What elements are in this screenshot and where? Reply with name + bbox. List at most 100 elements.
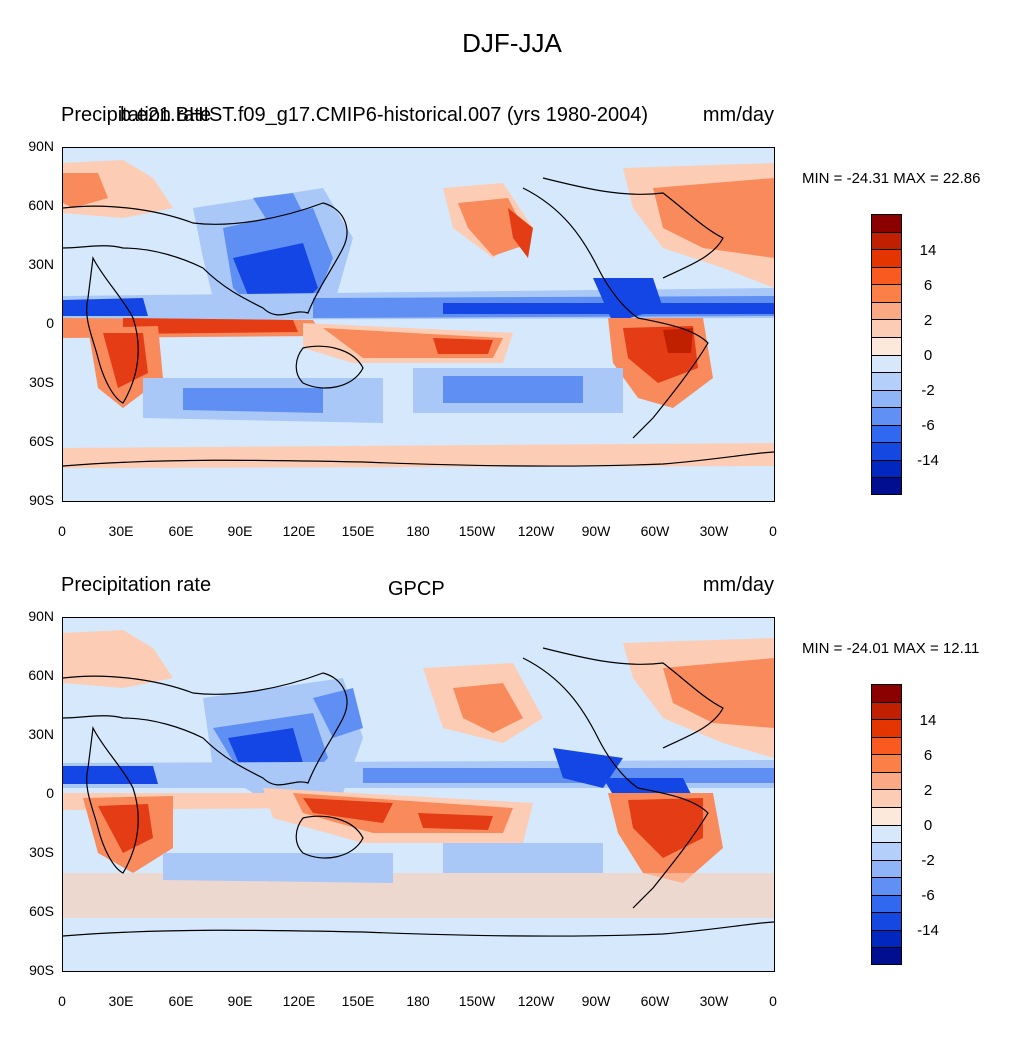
lat-label: 60N	[28, 667, 54, 683]
lon-label: 0	[769, 993, 777, 1009]
colorbar-swatch	[871, 929, 902, 948]
colorbar-swatch	[871, 301, 902, 320]
colorbar-swatch	[871, 771, 902, 790]
lat-label: 30S	[29, 844, 54, 860]
map-field-svg	[63, 630, 774, 937]
colorbar-swatch	[871, 459, 902, 478]
colorbar-swatch	[871, 477, 902, 495]
colorbar-label: -2	[921, 382, 935, 399]
lon-label: 0	[58, 523, 66, 539]
colorbar-swatch	[871, 877, 902, 895]
panel-min-max: MIN = -24.31 MAX = 22.86	[802, 170, 981, 187]
lon-label: 150W	[458, 523, 496, 539]
map-field-svg	[63, 160, 774, 501]
colorbar-swatch	[871, 407, 902, 425]
colorbar-swatch	[871, 424, 902, 443]
panel-min-max: MIN = -24.01 MAX = 12.11	[802, 640, 980, 657]
panel-left-string: Precipitation rate	[61, 574, 212, 596]
lat-label: 30N	[28, 256, 54, 272]
lon-label: 60E	[168, 993, 194, 1009]
colorbar-swatch	[871, 284, 902, 302]
lon-label: 30W	[699, 993, 729, 1009]
colorbar-swatch	[871, 736, 902, 755]
colorbar-swatch	[871, 389, 902, 408]
lat-label: 60S	[29, 433, 54, 449]
lon-label: 60W	[640, 993, 670, 1009]
colorbar-label: 14	[919, 712, 937, 729]
lon-label: 120E	[282, 523, 316, 539]
lon-label: 60E	[168, 523, 194, 539]
figure-title: DJF-JJA	[462, 28, 562, 58]
colorbar-swatch	[871, 354, 902, 373]
colorbar-swatch	[871, 719, 902, 737]
colorbar-swatch	[871, 806, 902, 825]
colorbar-swatch	[871, 266, 902, 285]
colorbar-swatch	[871, 824, 902, 843]
colorbar-label: -6	[921, 417, 935, 434]
precip-map	[62, 617, 775, 972]
lon-label: 180	[406, 993, 430, 1009]
lon-label: 30W	[699, 523, 729, 539]
colorbar-swatch	[871, 684, 902, 702]
colorbar-label: 2	[923, 782, 933, 799]
lat-label: 60N	[28, 197, 54, 213]
colorbar-label: 0	[923, 817, 933, 834]
colorbar-swatch	[871, 372, 902, 390]
colorbar-label: 2	[923, 312, 933, 329]
panel-units: mm/day	[702, 104, 774, 126]
lon-label: 120W	[517, 523, 555, 539]
lat-label: 0	[46, 785, 54, 801]
colorbar-label: -6	[921, 887, 935, 904]
colorbar-swatch	[871, 894, 902, 913]
colorbar-swatch	[871, 249, 902, 267]
panel-units: mm/day	[702, 574, 774, 596]
lon-label: 0	[58, 993, 66, 1009]
lat-label: 90S	[29, 492, 54, 508]
colorbar-swatch	[871, 754, 902, 772]
lon-label: 180	[406, 523, 430, 539]
colorbar-label: 0	[923, 347, 933, 364]
lon-label: 90E	[227, 993, 253, 1009]
panel-model: Precipitation rate b.e21.BHIST.f09_g17.C…	[0, 98, 1024, 578]
lat-label: 60S	[29, 903, 54, 919]
colorbar-swatch	[871, 789, 902, 807]
lon-label: 30E	[108, 523, 134, 539]
panel-observations: Precipitation rate GPCP mm/day MIN = -24…	[0, 568, 1024, 1048]
precip-map	[62, 147, 775, 502]
colorbar-label: -2	[921, 852, 935, 869]
lon-label: 120E	[282, 993, 316, 1009]
lon-label: 30E	[108, 993, 134, 1009]
lon-label: 150W	[458, 993, 496, 1009]
colorbar-label: -14	[917, 452, 939, 469]
colorbar-swatch	[871, 947, 902, 965]
colorbar-swatch	[871, 319, 902, 337]
panel-center-string: b.e21.BHIST.f09_g17.CMIP6-historical.007…	[120, 104, 649, 126]
panel-center-string: GPCP	[388, 578, 445, 600]
colorbar-swatch	[871, 842, 902, 860]
lat-label: 90N	[28, 138, 54, 154]
lat-label: 90N	[28, 608, 54, 624]
colorbar-swatch	[871, 214, 902, 232]
lon-label: 60W	[640, 523, 670, 539]
colorbar-label: 6	[923, 277, 933, 294]
colorbar-swatch	[871, 859, 902, 878]
lon-label: 90W	[581, 993, 611, 1009]
colorbar-swatch	[871, 912, 902, 930]
colorbar-label: 6	[923, 747, 933, 764]
lon-label: 150E	[341, 993, 375, 1009]
colorbar-swatch	[871, 442, 902, 460]
lat-label: 90S	[29, 962, 54, 978]
lon-label: 120W	[517, 993, 555, 1009]
lat-label: 0	[46, 315, 54, 331]
lon-label: 150E	[341, 523, 375, 539]
lat-label: 30S	[29, 374, 54, 390]
colorbar-label: 14	[919, 242, 937, 259]
lon-label: 90E	[227, 523, 253, 539]
colorbar-label: -14	[917, 922, 939, 939]
colorbar-swatch	[871, 701, 902, 720]
colorbar-swatch	[871, 231, 902, 250]
lon-label: 0	[769, 523, 777, 539]
lon-label: 90W	[581, 523, 611, 539]
panel-left-string: Precipitation rate	[61, 104, 212, 126]
colorbar-swatch	[871, 336, 902, 355]
